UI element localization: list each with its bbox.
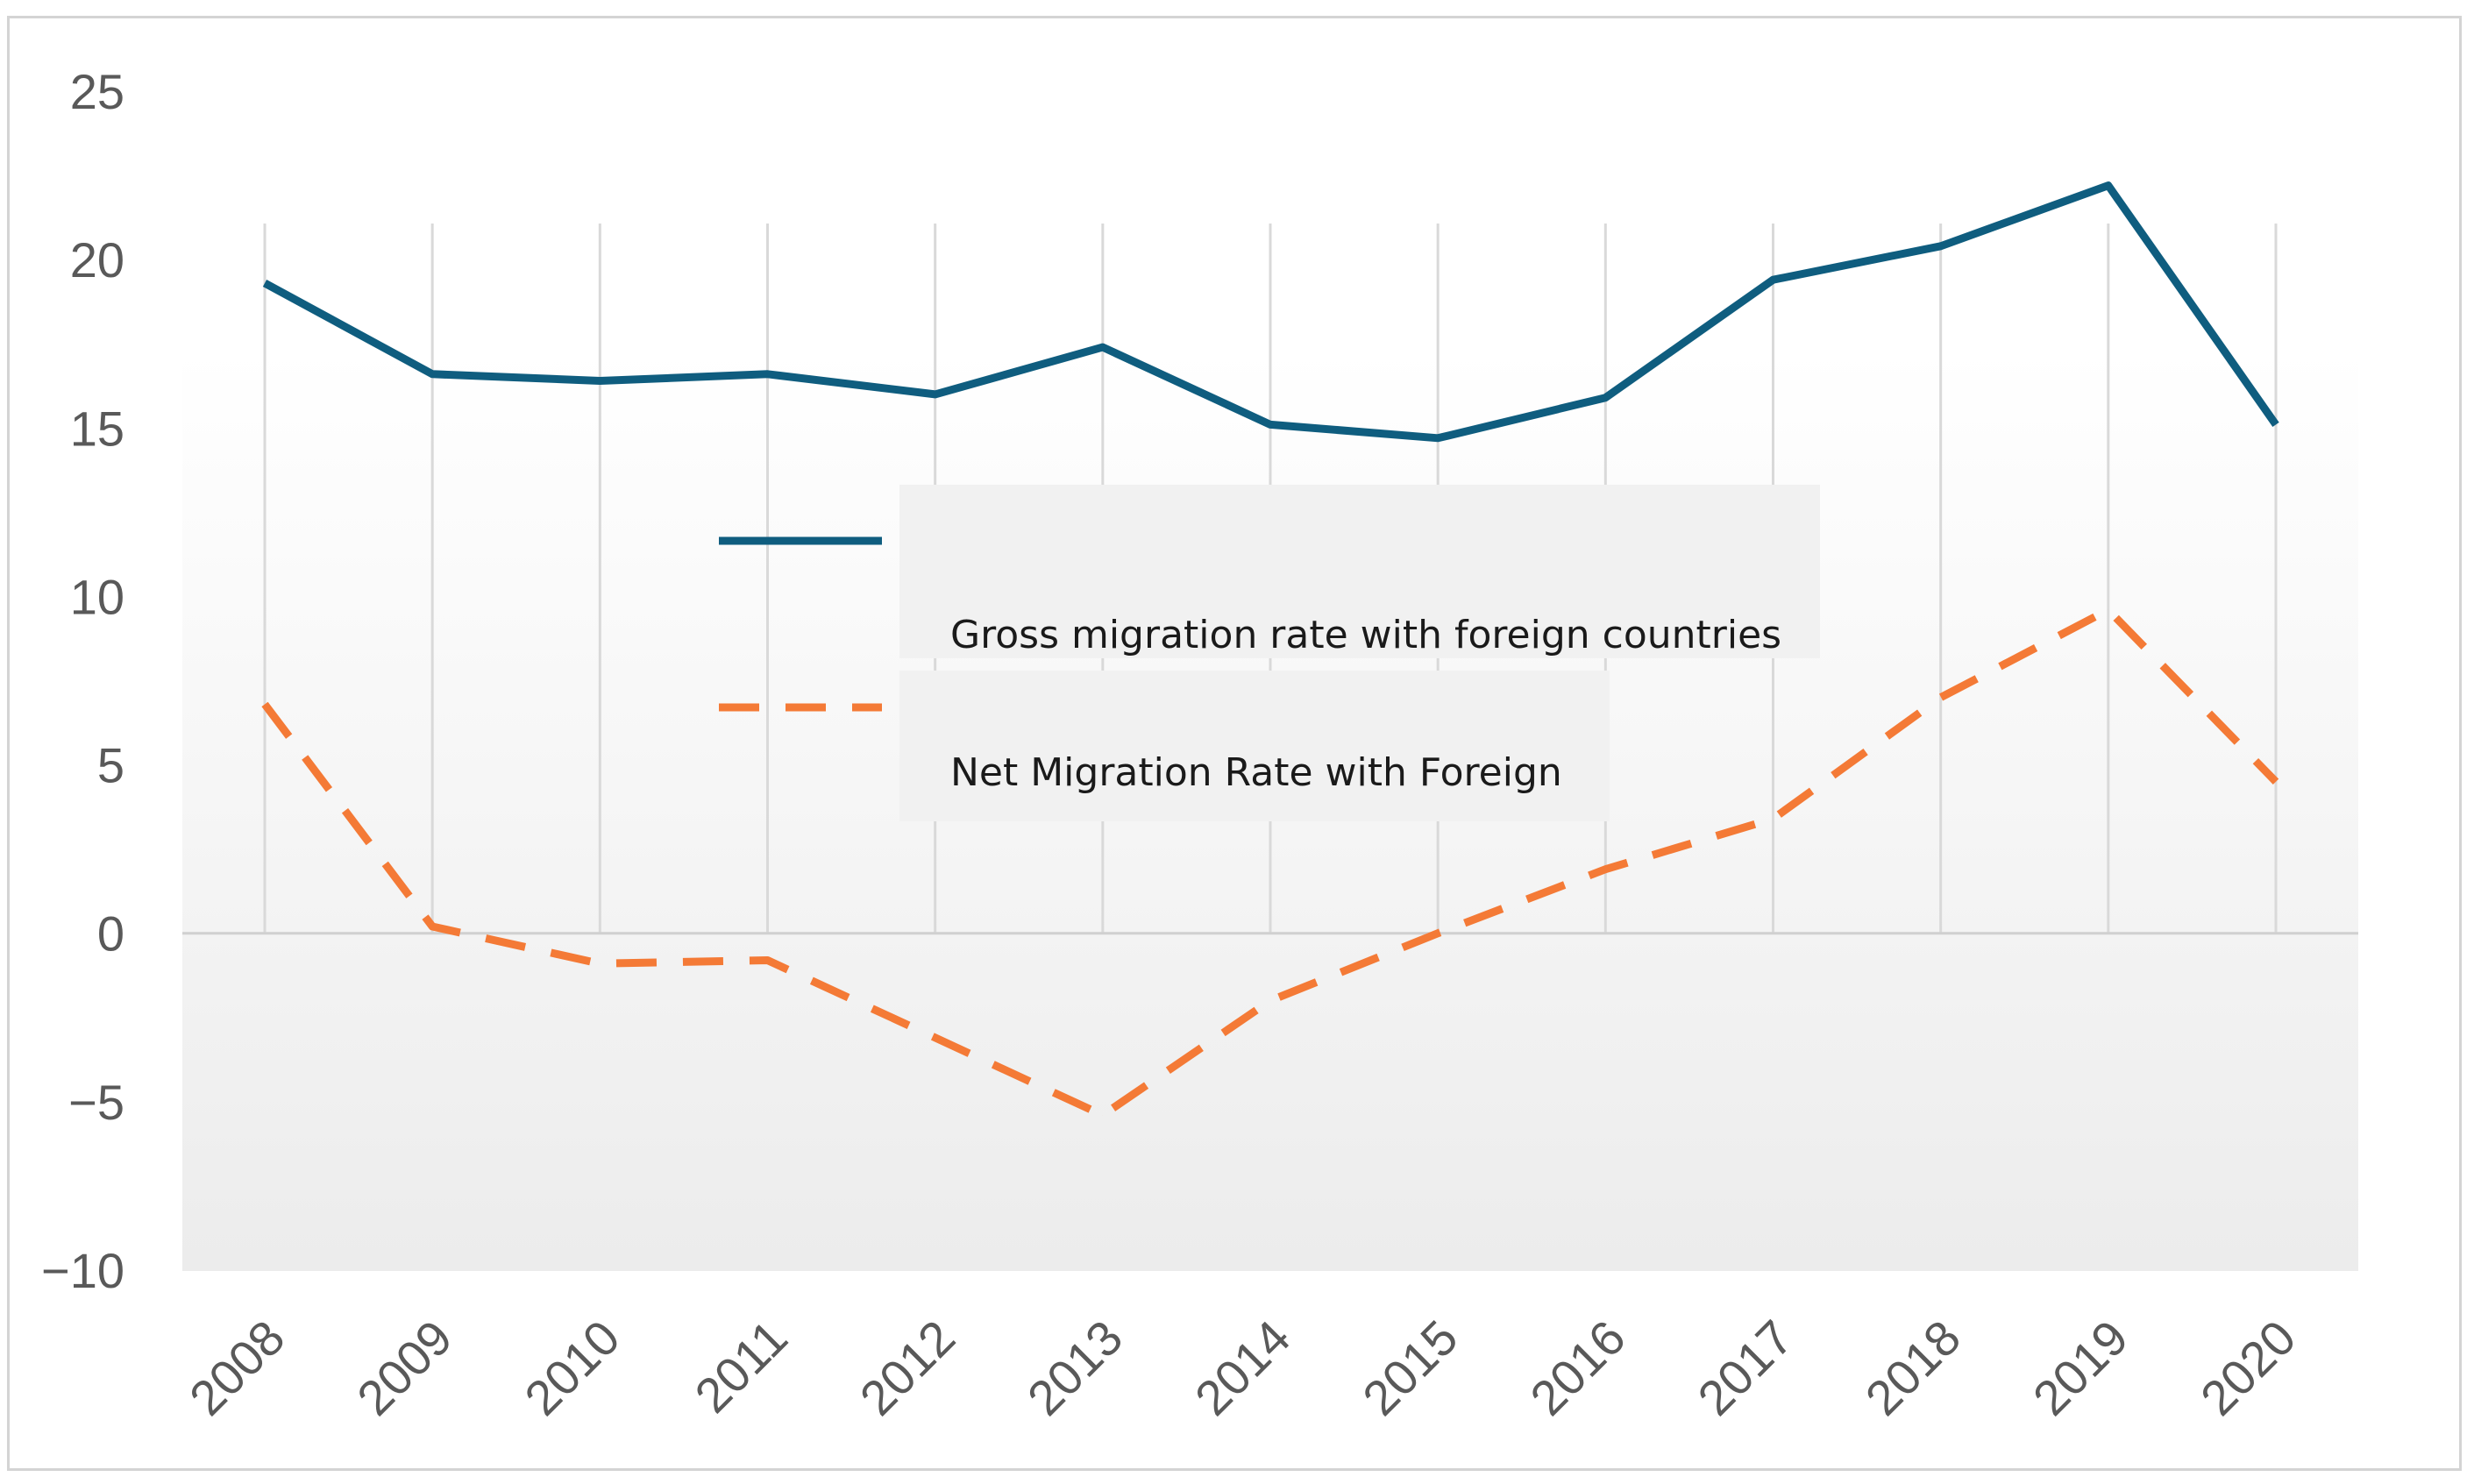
y-tick-label: 15 (70, 401, 124, 456)
y-tick-label: −10 (41, 1243, 124, 1298)
y-tick-label: 25 (70, 64, 124, 119)
x-tick-label-2020: 2020 (2190, 1310, 2307, 1426)
y-tick-label: 20 (70, 232, 124, 288)
legend-label-net: Net Migration Rate with Foreign (950, 750, 1562, 795)
legend: Gross migration rate with foreign countr… (719, 485, 1820, 821)
x-tick-label-2012: 2012 (850, 1310, 966, 1426)
y-tick-label: 5 (97, 738, 124, 793)
y-tick-label: −5 (68, 1075, 124, 1130)
x-axis-ticks: 2008 2009 2010 2011 2012 2013 2014 2015 2016 2017… (179, 1310, 2307, 1426)
x-tick-label-2009: 2009 (346, 1310, 463, 1426)
x-tick-label-2008: 2008 (179, 1310, 295, 1426)
x-tick-label-2010: 2010 (514, 1310, 630, 1426)
y-tick-label: 10 (70, 569, 124, 624)
x-tick-label-2016: 2016 (1519, 1310, 1636, 1426)
x-tick-label-2013: 2013 (1017, 1310, 1134, 1426)
series (261, 181, 2279, 1119)
y-tick-label: 0 (97, 906, 124, 962)
legend-box-net (899, 671, 1610, 821)
x-tick-label-2014: 2014 (1184, 1310, 1301, 1426)
y-axis-ticks: 25 20 15 10 5 0 −5 −10 (41, 64, 124, 1298)
x-tick-label-2015: 2015 (1352, 1310, 1468, 1426)
x-tick-label-2017: 2017 (1687, 1310, 1803, 1426)
legend-label-gross: Gross migration rate with foreign countr… (950, 613, 1781, 657)
x-tick-label-2011: 2011 (684, 1310, 798, 1424)
x-tick-label-2018: 2018 (1855, 1310, 1972, 1426)
x-tick-label-2019: 2019 (2023, 1310, 2139, 1426)
legend-box-gross (899, 485, 1820, 658)
